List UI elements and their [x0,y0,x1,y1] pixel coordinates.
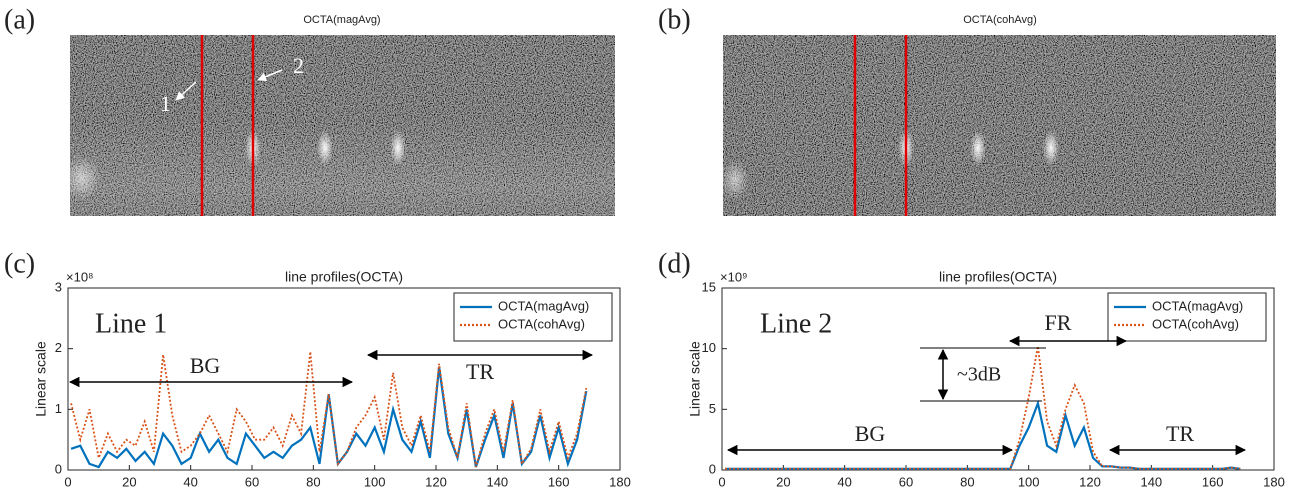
x-tick-label: 80 [306,474,320,489]
y-axis-label: Linear scale [687,341,703,417]
series-line [725,346,1241,470]
y-multiplier: ×10⁸ [66,269,94,284]
x-tick-label: 160 [1202,474,1224,489]
x-tick-label: 180 [1263,474,1285,489]
annotation: BG [190,353,221,378]
image-title: OCTA(magAvg) [303,14,380,26]
y-tick-label: 0 [55,461,62,476]
x-tick-label: 60 [245,474,259,489]
legend-label: OCTA(cohAvg) [1152,316,1239,331]
annotation: TR [1166,421,1194,446]
legend-label: OCTA(magAvg) [1152,298,1243,313]
annotation: FR [1045,310,1072,335]
x-tick-label: 80 [960,474,974,489]
y-tick-label: 0 [709,461,716,476]
legend-label: OCTA(magAvg) [498,298,589,313]
image [721,35,1276,216]
x-tick-label: 60 [899,474,913,489]
image [64,35,615,216]
chart-title: line profiles(OCTA) [285,269,403,285]
image-annotation: 1 [160,91,171,116]
annotation: BG [855,421,886,446]
x-tick-label: 20 [776,474,790,489]
chart: (d) line profiles(OCTA) ×10⁹ Linear scale 0 2… [658,248,1285,489]
y-tick-label: 5 [709,401,716,416]
panel-label: (a) [4,4,35,35]
x-tick-label: 160 [548,474,570,489]
x-tick-label: 140 [486,474,508,489]
y-multiplier: ×10⁹ [720,269,748,284]
legend-label: OCTA(cohAvg) [498,316,585,331]
series-line [70,366,588,469]
panel-label: (d) [658,248,691,279]
x-tick-label: 120 [1079,474,1101,489]
chart-title: line profiles(OCTA) [939,269,1057,285]
x-tick-label: 180 [609,474,631,489]
panel-label: (b) [658,4,691,35]
x-tick-label: 40 [183,474,197,489]
x-tick-label: 120 [425,474,447,489]
annotation: TR [466,359,494,384]
series-line [70,351,588,468]
image-annotation: 2 [293,53,304,78]
legend-box [1107,292,1267,342]
chart: (c) line profiles(OCTA) ×10⁸ Linear scale 0 2… [4,248,631,489]
x-tick-label: 100 [364,474,386,489]
x-tick-label: 20 [122,474,136,489]
y-tick-label: 10 [702,340,716,355]
y-tick-label: 2 [55,340,62,355]
y-tick-label: 15 [702,279,716,294]
y-tick-label: 1 [55,401,62,416]
annotation: Line 1 [95,308,167,339]
x-tick-label: 0 [64,474,71,489]
legend-box [453,292,613,342]
annotation: Line 2 [760,308,832,339]
x-tick-label: 100 [1018,474,1040,489]
x-tick-label: 0 [718,474,725,489]
x-tick-label: 40 [837,474,851,489]
panel-label: (c) [4,248,35,279]
image-title: OCTA(cohAvg) [963,14,1037,26]
annotation: ~3dB [957,364,1001,386]
x-tick-label: 140 [1140,474,1162,489]
y-axis-label: Linear scale [33,341,49,417]
y-tick-label: 3 [55,279,62,294]
